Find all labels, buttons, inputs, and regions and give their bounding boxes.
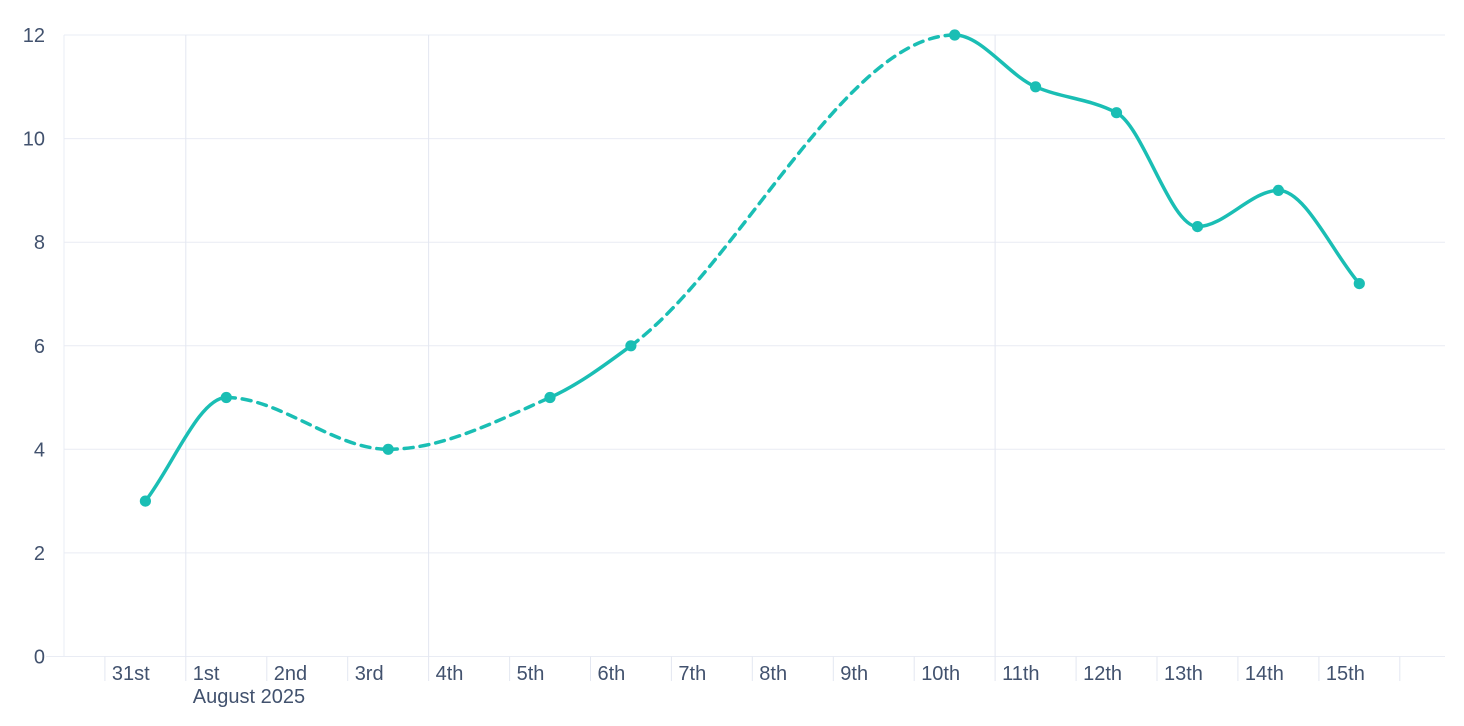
series-line-segment-dashed — [386, 395, 552, 452]
data-point-marker[interactable] — [949, 29, 961, 41]
x-tick-label: 8th — [759, 663, 787, 685]
x-tick-label: 31st — [112, 663, 150, 685]
data-point-marker[interactable] — [625, 340, 637, 352]
data-point-marker[interactable] — [1353, 278, 1365, 290]
y-tick-label: 2 — [34, 543, 45, 565]
x-tick-label: 6th — [598, 663, 626, 685]
data-point-marker[interactable] — [1272, 184, 1284, 196]
x-axis-month-label: August 2025 — [193, 686, 305, 708]
x-tick-label: 14th — [1245, 663, 1284, 685]
series-line-segment-dashed — [224, 395, 390, 452]
x-tick-label: 12th — [1083, 663, 1122, 685]
data-point-marker[interactable] — [139, 495, 151, 507]
y-tick-label: 12 — [23, 25, 45, 47]
data-point-marker[interactable] — [1191, 221, 1204, 233]
series-line-segment-solid — [1195, 188, 1281, 229]
series-line-segment-solid — [143, 395, 229, 503]
data-point-marker[interactable] — [544, 391, 556, 404]
data-point-marker[interactable] — [382, 443, 394, 455]
x-tick-label: 7th — [678, 663, 706, 685]
data-point-marker[interactable] — [1110, 107, 1123, 119]
series-line-segment-solid — [952, 33, 1038, 89]
x-tick-label: 2nd — [274, 663, 307, 685]
x-tick-label: 15th — [1326, 663, 1365, 685]
y-tick-label: 0 — [34, 647, 45, 669]
series-line-segment-solid — [1033, 85, 1119, 115]
series-line-segment-solid — [1114, 110, 1200, 229]
x-tick-label: 11th — [1002, 663, 1039, 685]
y-tick-label: 4 — [34, 439, 45, 461]
x-tick-label: 10th — [921, 663, 960, 685]
x-tick-label: 13th — [1164, 663, 1203, 685]
series-line-segment-solid — [1276, 188, 1362, 286]
x-tick-label: 5th — [517, 663, 545, 685]
series-line-segment-solid — [548, 344, 633, 400]
data-point-marker[interactable] — [1030, 81, 1042, 93]
x-tick-label: 9th — [840, 663, 868, 685]
x-tick-label: 3rd — [355, 663, 384, 685]
y-tick-label: 8 — [34, 232, 45, 254]
y-tick-label: 10 — [23, 129, 45, 151]
series-line-segment-dashed — [629, 33, 957, 348]
x-tick-label: 1st — [193, 663, 220, 685]
data-point-marker[interactable] — [220, 391, 232, 404]
x-tick-label: 4th — [436, 663, 464, 685]
y-tick-label: 6 — [34, 336, 45, 358]
